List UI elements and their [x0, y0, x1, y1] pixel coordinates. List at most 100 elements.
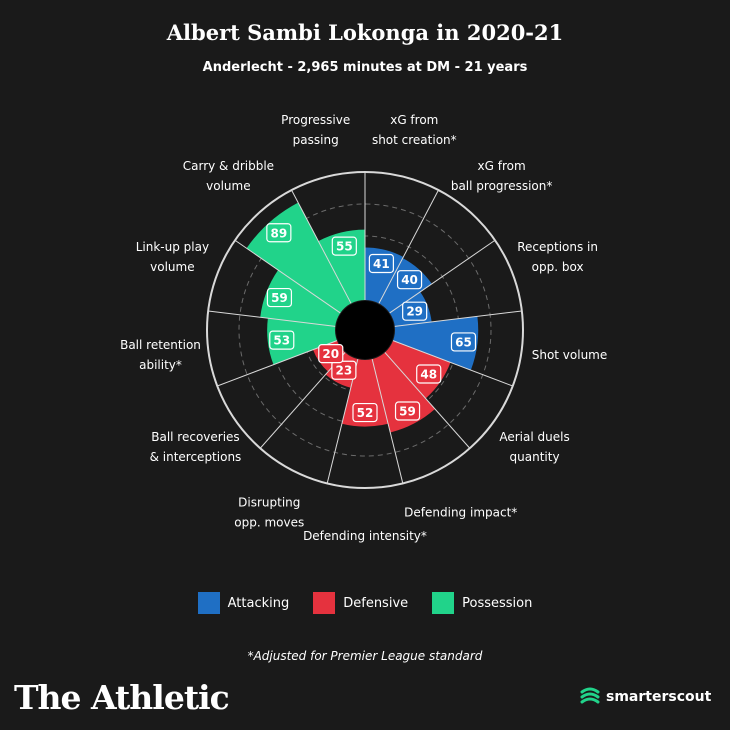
- footnote: *Adjusted for Premier League standard: [247, 649, 483, 663]
- value-label-7: 23: [336, 364, 353, 378]
- category-label-line: shot creation*: [372, 133, 457, 147]
- category-label-line: ball progression*: [451, 179, 553, 193]
- bar-9: [267, 318, 337, 365]
- value-badge-9: 53: [269, 330, 295, 350]
- legend-swatch-defensive: [313, 592, 336, 614]
- category-label-line: ability*: [139, 358, 182, 372]
- spoke-5: [384, 352, 471, 449]
- value-badge-box-4: [416, 364, 442, 384]
- value-badge-box-11: [266, 223, 292, 243]
- value-label-11: 89: [270, 226, 287, 240]
- value-badge-box-3: [450, 332, 477, 352]
- spoke-10: [208, 310, 336, 327]
- bar-3: [393, 316, 479, 371]
- category-label-10: Link-up play volume: [136, 240, 209, 274]
- chart-title: Albert Sambi Lokonga in 2020-21: [166, 20, 564, 45]
- legend-label-attacking: Attacking: [227, 595, 290, 611]
- value-label-3: 65: [455, 335, 472, 349]
- category-label-line: Carry & dribble: [183, 159, 274, 173]
- category-label-line: Receptions in: [517, 240, 598, 254]
- value-badge-box-8: [318, 344, 344, 364]
- category-label-line: volume: [150, 260, 194, 274]
- value-label-9: 53: [273, 334, 290, 348]
- spoke-7: [326, 359, 359, 484]
- value-label-10: 59: [271, 291, 288, 305]
- value-badge-10: 59: [266, 287, 293, 308]
- smarterscout-icon: [580, 687, 600, 704]
- value-label-8: 20: [322, 347, 339, 361]
- category-label-9: Ball retention ability*: [120, 338, 201, 372]
- category-label-7: Disrupting opp. moves: [234, 495, 304, 529]
- category-label-line: Progressive: [281, 113, 350, 127]
- category-label-0: xG from shot creation*: [372, 113, 457, 147]
- category-label-line: opp. box: [532, 260, 584, 274]
- value-badge-box-9: [269, 330, 295, 350]
- value-badge-11: 89: [266, 223, 292, 243]
- category-label-line: volume: [206, 179, 250, 193]
- category-label-12: Progressive passing: [281, 113, 350, 147]
- category-label-line: xG from: [390, 113, 438, 127]
- category-label-4: Aerial duels quantity: [499, 430, 569, 464]
- spoke-4: [392, 340, 513, 387]
- value-label-5: 59: [399, 405, 416, 419]
- category-label-line: & interceptions: [150, 450, 242, 464]
- value-badge-0: 41: [368, 253, 394, 274]
- value-label-4: 48: [420, 367, 437, 381]
- value-badge-box-0: [368, 253, 394, 274]
- value-badge-6: 52: [352, 402, 378, 423]
- value-badge-12: 55: [331, 236, 357, 256]
- category-label-line: Aerial duels: [499, 430, 569, 444]
- chart-subtitle: Anderlecht - 2,965 minutes at DM - 21 ye…: [202, 60, 528, 75]
- value-badge-box-6: [352, 402, 378, 423]
- legend-item-possession: Possession: [432, 592, 532, 614]
- spoke-12: [291, 189, 352, 304]
- spoke-1: [378, 189, 439, 304]
- category-label-line: Link-up play: [136, 240, 209, 254]
- value-badge-1: 40: [396, 270, 423, 290]
- legend-swatch-possession: [432, 592, 455, 614]
- category-label-8: Ball recoveries & interceptions: [150, 430, 242, 464]
- category-label-line: Defending impact*: [404, 505, 517, 519]
- value-badge-box-2: [402, 301, 428, 321]
- legend: Attacking Defensive Possession: [0, 592, 730, 614]
- spoke-11: [234, 239, 341, 314]
- category-label-3: Shot volume: [532, 348, 608, 362]
- category-label-line: quantity: [510, 450, 560, 464]
- category-label-line: Disrupting: [238, 495, 300, 509]
- legend-item-defensive: Defensive: [313, 592, 408, 614]
- value-badge-box-10: [266, 287, 293, 308]
- category-label-1: xG from ball progression*: [451, 159, 553, 193]
- category-label-line: Shot volume: [532, 348, 608, 362]
- value-badge-box-5: [394, 401, 421, 421]
- category-label-5: Defending impact*: [404, 505, 517, 519]
- category-label-line: Defending intensity*: [303, 529, 427, 543]
- legend-label-defensive: Defensive: [343, 595, 409, 611]
- spoke-2: [389, 239, 496, 314]
- value-badge-3: 65: [450, 332, 477, 352]
- value-badge-8: 20: [318, 344, 344, 364]
- value-label-1: 40: [401, 273, 418, 287]
- value-label-0: 41: [373, 257, 390, 271]
- value-badge-7: 23: [331, 360, 357, 380]
- value-badge-box-12: [331, 236, 357, 256]
- bar-10: [260, 270, 341, 327]
- value-badge-box-7: [331, 360, 357, 380]
- category-label-6: Defending intensity*: [303, 529, 427, 543]
- spoke-8: [259, 352, 346, 449]
- category-label-11: Carry & dribble volume: [183, 159, 274, 193]
- smarterscout-logo: smarterscout: [578, 686, 711, 708]
- center-hole: [336, 301, 394, 359]
- category-label-line: passing: [293, 133, 339, 147]
- value-badge-4: 48: [416, 364, 442, 384]
- category-label-line: Ball retention: [120, 338, 201, 352]
- value-label-6: 52: [357, 406, 374, 420]
- spoke-3: [394, 310, 522, 327]
- value-label-2: 29: [406, 305, 423, 319]
- smarterscout-wordmark: smarterscout: [606, 689, 712, 705]
- category-label-line: xG from: [478, 159, 526, 173]
- value-badge-5: 59: [394, 401, 421, 421]
- category-label-2: Receptions in opp. box: [517, 240, 598, 274]
- legend-item-attacking: Attacking: [197, 592, 290, 614]
- value-label-12: 55: [336, 240, 353, 254]
- category-label-line: opp. moves: [234, 515, 304, 529]
